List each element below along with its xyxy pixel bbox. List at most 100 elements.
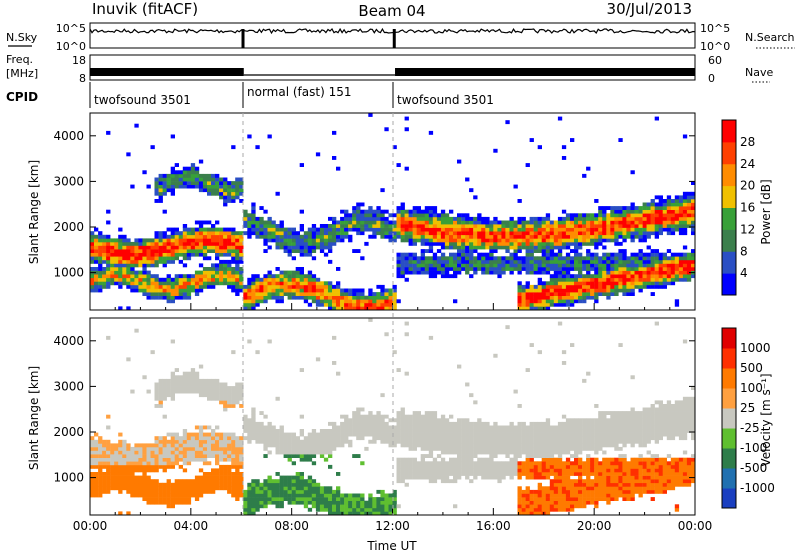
velocity-cell [98,436,102,440]
power-cell [429,263,433,267]
velocity-cell [147,461,151,465]
velocity-cell [276,436,280,440]
power-cell [534,296,538,300]
power-cell [610,253,614,257]
power-cell [562,228,566,232]
velocity-cell [526,436,530,440]
velocity-cell [445,436,449,440]
velocity-cell [485,440,489,444]
velocity-cell [401,426,405,430]
velocity-cell [255,350,259,354]
velocity-cell [207,461,211,465]
power-cell [259,289,263,293]
velocity-cell [526,504,530,508]
power-cell [469,274,473,278]
power-cell [308,271,312,275]
power-cell [441,228,445,232]
power-cell [195,289,199,293]
velocity-cell [554,508,558,512]
power-cell [90,260,94,264]
power-cell [159,260,163,264]
power-cell [421,256,425,260]
power-cell [312,285,316,289]
velocity-cell [538,483,542,487]
velocity-cell [376,436,380,440]
power-cell [606,253,610,257]
power-cell [558,289,562,293]
power-cell [614,260,618,264]
velocity-cell [489,426,493,430]
power-cell [618,206,622,210]
velocity-cell [223,468,227,472]
power-cell [522,217,526,221]
power-cell [106,238,110,242]
power-cell [231,246,235,250]
power-cell [227,185,231,189]
velocity-cell [368,411,372,415]
power-cell [368,303,372,307]
velocity-cell [530,476,534,480]
velocity-cell [530,468,534,472]
power-cell [566,260,570,264]
power-cell [526,253,530,257]
velocity-cell [441,436,445,440]
power-cell [683,206,687,210]
velocity-cell [550,479,554,483]
velocity-cell [328,494,332,498]
power-cell [163,292,167,296]
power-cell [602,256,606,260]
velocity-cell [130,494,134,498]
power-cell [445,228,449,232]
power-cell [429,231,433,235]
power-cell [526,260,530,264]
velocity-cell [308,458,312,462]
velocity-cell [227,404,231,408]
power-cell [667,206,671,210]
velocity-cell [554,443,558,447]
velocity-cell [251,411,255,415]
velocity-cell [102,447,106,451]
power-cell [207,271,211,275]
velocity-cell [199,451,203,455]
velocity-cell [534,426,538,430]
velocity-cell [481,443,485,447]
velocity-cell [227,479,231,483]
velocity-cell [167,490,171,494]
power-cell [235,249,239,253]
power-cell [372,296,376,300]
power-cell [542,299,546,303]
power-cell [344,303,348,307]
velocity-cell [231,472,235,476]
power-cell [489,224,493,228]
power-cell [215,256,219,260]
velocity-cell [384,508,388,512]
power-cell [328,235,332,239]
velocity-cell [437,447,441,451]
power-cell [425,238,429,242]
velocity-cell [562,429,566,433]
velocity-cell [558,501,562,505]
velocity-cell [360,461,364,465]
velocity-cell [449,426,453,430]
power-cell [570,256,574,260]
velocity-cell [328,504,332,508]
power-cell [122,242,126,246]
velocity-cell [558,504,562,508]
velocity-cell [384,426,388,430]
power-cell [130,253,134,257]
velocity-cell [247,504,251,508]
velocity-cell [324,490,328,494]
power-cell [554,299,558,303]
velocity-cell [501,461,505,465]
velocity-cell [300,490,304,494]
power-cell [550,289,554,293]
velocity-cell [296,490,300,494]
power-cell [227,199,231,203]
power-cell [247,299,251,303]
power-cell [526,246,530,250]
power-cell [610,260,614,264]
velocity-cell [510,436,514,440]
velocity-cell [485,465,489,469]
velocity-cell [397,440,401,444]
power-cell [526,296,530,300]
